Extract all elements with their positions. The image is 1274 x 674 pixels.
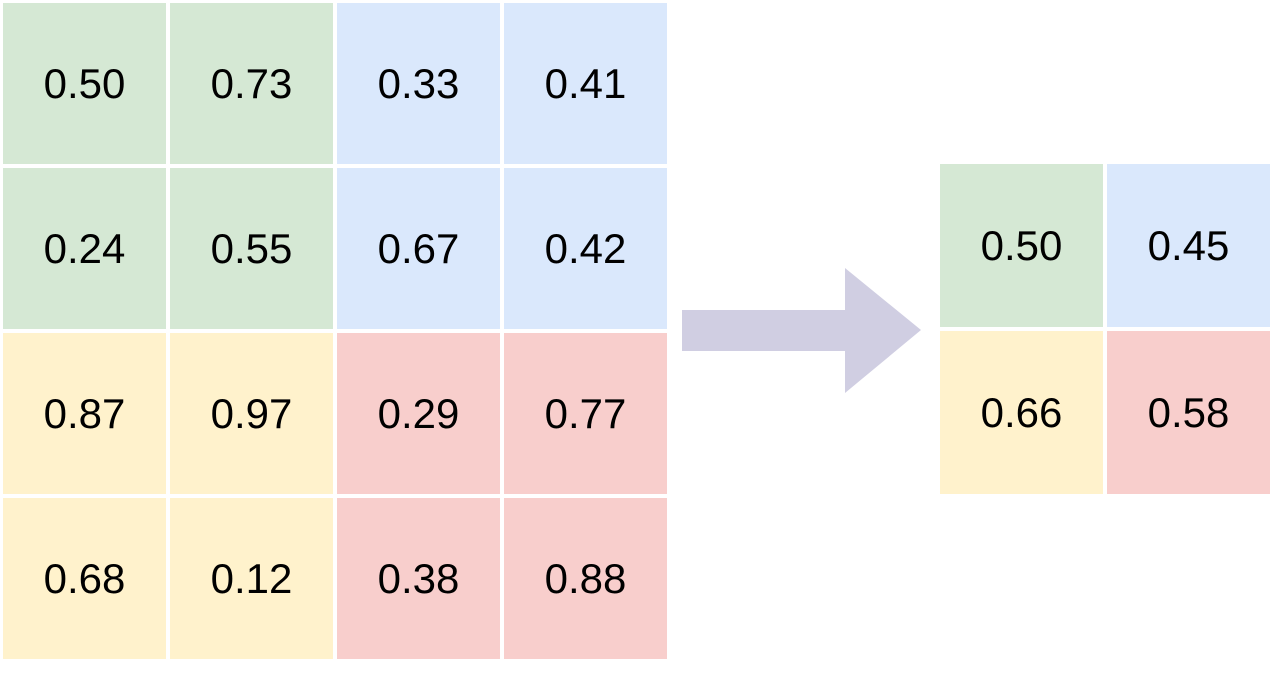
cell-value: 0.67 <box>378 225 460 272</box>
cell <box>940 331 1103 494</box>
cell <box>504 498 667 659</box>
cell <box>504 168 667 329</box>
cell <box>1107 331 1270 494</box>
cell-value: 0.45 <box>1148 222 1230 269</box>
cell <box>170 3 333 164</box>
cell <box>3 498 166 659</box>
cell-value: 0.12 <box>211 555 293 602</box>
cell-value: 0.41 <box>545 60 627 107</box>
cell <box>337 3 500 164</box>
output-grid: 0.50 0.45 0.66 0.58 <box>940 164 1270 494</box>
cell-value: 0.87 <box>44 390 126 437</box>
cell-value: 0.38 <box>378 555 460 602</box>
cell-value: 0.50 <box>44 60 126 107</box>
input-grid: 0.50 0.73 0.33 0.41 0.24 0.55 0.67 0.42 0.87 0.97… <box>3 3 667 659</box>
cell-value: 0.97 <box>211 390 293 437</box>
cell <box>504 333 667 494</box>
cell <box>337 333 500 494</box>
cell <box>3 168 166 329</box>
cell <box>3 3 166 164</box>
cell <box>3 333 166 494</box>
arrow-shape <box>682 268 921 393</box>
cell-value: 0.88 <box>545 555 627 602</box>
cell-value: 0.50 <box>981 222 1063 269</box>
cell-value: 0.24 <box>44 225 126 272</box>
cell-value: 0.58 <box>1148 389 1230 436</box>
cell-value: 0.42 <box>545 225 627 272</box>
arrow <box>682 268 921 393</box>
cell-value: 0.77 <box>545 390 627 437</box>
cell-value: 0.68 <box>44 555 126 602</box>
cell <box>940 164 1103 327</box>
cell <box>337 498 500 659</box>
cell <box>170 498 333 659</box>
cell-value: 0.29 <box>378 390 460 437</box>
cell-value: 0.66 <box>981 389 1063 436</box>
cell <box>337 168 500 329</box>
cell-value: 0.55 <box>211 225 293 272</box>
cell <box>170 168 333 329</box>
cell <box>504 3 667 164</box>
cell-value: 0.73 <box>211 60 293 107</box>
cell <box>1107 164 1270 327</box>
cell <box>170 333 333 494</box>
cell-value: 0.33 <box>378 60 460 107</box>
